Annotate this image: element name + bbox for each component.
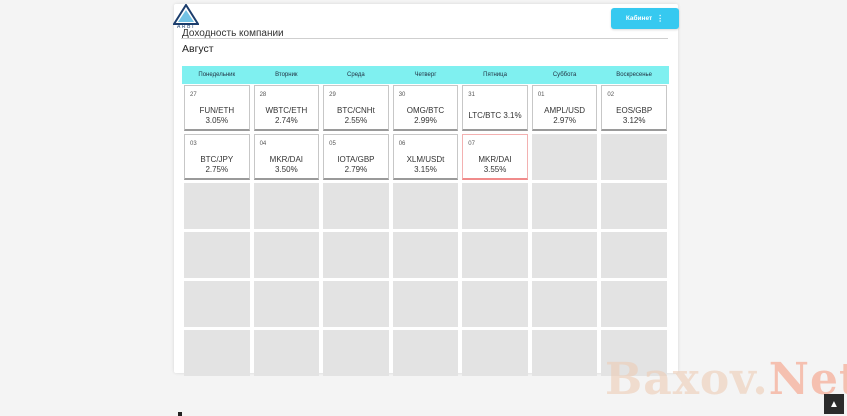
page-title: Доходность компании — [182, 28, 284, 39]
empty-day-cell — [392, 183, 459, 229]
empty-day-cell — [531, 183, 598, 229]
empty-day-cell — [253, 183, 320, 229]
yield-percent: 2.97% — [553, 116, 576, 125]
yield-percent: 2.55% — [344, 116, 368, 125]
weekday-label: Четверг — [414, 72, 437, 78]
weekday-label: Вторник — [275, 72, 298, 78]
calendar: Понедельник Вторник Среда Четверг Пятниц… — [182, 66, 669, 378]
day-number: 02 — [607, 92, 615, 98]
currency-pair: LTC/BTC 3.1% — [468, 111, 522, 120]
calendar-day-cell[interactable]: 07 MKR/DAI 3.55% — [462, 134, 528, 180]
empty-day-cell — [184, 281, 250, 327]
cabinet-button-label: Кабинет — [625, 15, 653, 22]
empty-day-cell — [392, 330, 459, 376]
yield-percent: 3.12% — [622, 116, 646, 125]
currency-pair: MKR/DAI — [269, 155, 304, 164]
weekday-label: Суббота — [552, 72, 577, 78]
currency-pair: XLM/USDt — [406, 155, 445, 164]
calendar-day-cell[interactable]: 28 WBTC/ETH 2.74% — [253, 85, 320, 131]
empty-day-cell — [253, 281, 320, 327]
day-number: 01 — [537, 92, 545, 98]
day-number: 28 — [259, 92, 267, 98]
day-number: 30 — [398, 92, 406, 98]
empty-day-cell — [601, 183, 667, 229]
bottom-marker — [178, 412, 182, 416]
currency-pair: BTC/JPY — [200, 155, 234, 164]
yield-percent: 3.50% — [275, 165, 298, 174]
empty-day-cell — [392, 281, 459, 327]
triangle-logo-icon[interactable] — [173, 4, 199, 30]
currency-pair: WBTC/ETH — [265, 106, 308, 115]
weekday-header: Понедельник Вторник Среда Четверг Пятниц… — [182, 66, 669, 84]
calendar-day-cell[interactable]: 04 MKR/DAI 3.50% — [253, 134, 320, 180]
empty-day-cell — [323, 183, 389, 229]
currency-pair: MKR/DAI — [478, 155, 512, 164]
empty-day-cell — [253, 330, 320, 376]
calendar-day-cell[interactable]: 06 XLM/USDt 3.15% — [392, 134, 459, 180]
calendar-day-cell[interactable]: 02 EOS/GBP 3.12% — [601, 85, 667, 131]
calendar-grid: 27 FUN/ETH 3.05% 28 WBTC/ETH 2.74% 29 BTC/CNHt 2… — [182, 84, 669, 378]
day-number: 06 — [398, 141, 406, 147]
empty-day-cell — [392, 232, 459, 278]
vertical-dots-icon: ⋮ — [656, 13, 665, 23]
title-divider — [181, 38, 668, 39]
empty-day-cell — [184, 232, 250, 278]
empty-day-cell — [601, 330, 667, 376]
empty-day-cell — [531, 330, 598, 376]
currency-pair: BTC/CNHt — [337, 106, 375, 115]
yield-percent: 3.55% — [483, 165, 507, 174]
empty-day-cell — [323, 281, 389, 327]
day-number: 04 — [259, 141, 267, 147]
calendar-day-cell[interactable]: 29 BTC/CNHt 2.55% — [323, 85, 389, 131]
currency-pair: OMG/BTC — [406, 106, 445, 115]
empty-day-cell — [601, 281, 667, 327]
day-number: 05 — [329, 141, 336, 147]
currency-pair: EOS/GBP — [616, 106, 653, 115]
calendar-day-cell[interactable]: 03 BTC/JPY 2.75% — [184, 134, 250, 180]
day-number: 07 — [468, 141, 475, 147]
weekday-label: Понедельник — [198, 72, 236, 78]
yield-percent: 2.75% — [205, 165, 229, 174]
month-label: Август — [182, 43, 214, 55]
empty-day-cell — [323, 330, 389, 376]
calendar-day-cell[interactable]: 01 AMPL/USD 2.97% — [531, 85, 598, 131]
yield-percent: 2.99% — [414, 116, 437, 125]
empty-day-cell — [462, 183, 528, 229]
currency-pair: IOTA/GBP — [337, 155, 375, 164]
empty-day-cell — [253, 232, 320, 278]
cabinet-button[interactable]: Кабинет ⋮ — [611, 8, 679, 29]
yield-percent: 3.15% — [414, 165, 437, 174]
empty-day-cell — [601, 134, 667, 180]
calendar-day-cell[interactable]: 31 LTC/BTC 3.1% — [462, 85, 528, 131]
logo-text: ARBI — [177, 24, 196, 30]
arrow-up-icon[interactable]: ▲ — [824, 394, 844, 414]
currency-pair: FUN/ETH — [199, 106, 235, 115]
calendar-day-cell[interactable]: 27 FUN/ETH 3.05% — [184, 85, 250, 131]
empty-day-cell — [184, 183, 250, 229]
yield-percent: 2.79% — [344, 165, 368, 174]
day-number: 03 — [190, 141, 197, 147]
empty-day-cell — [531, 232, 598, 278]
empty-day-cell — [323, 232, 389, 278]
day-number: 31 — [468, 92, 475, 98]
yield-percent: 2.74% — [275, 116, 298, 125]
empty-day-cell — [531, 134, 598, 180]
weekday-label: Среда — [347, 72, 365, 78]
weekday-label: Пятница — [483, 72, 507, 78]
empty-day-cell — [601, 232, 667, 278]
calendar-day-cell[interactable]: 30 OMG/BTC 2.99% — [392, 85, 459, 131]
yield-percent: 3.05% — [205, 116, 229, 125]
day-number: 29 — [329, 92, 336, 98]
calendar-day-cell[interactable]: 05 IOTA/GBP 2.79% — [323, 134, 389, 180]
currency-pair: AMPL/USD — [544, 106, 586, 115]
day-number: 27 — [190, 92, 197, 98]
empty-day-cell — [462, 281, 528, 327]
empty-day-cell — [462, 232, 528, 278]
empty-day-cell — [462, 330, 528, 376]
empty-day-cell — [531, 281, 598, 327]
empty-day-cell — [184, 330, 250, 376]
weekday-label: Воскресенье — [616, 72, 653, 78]
